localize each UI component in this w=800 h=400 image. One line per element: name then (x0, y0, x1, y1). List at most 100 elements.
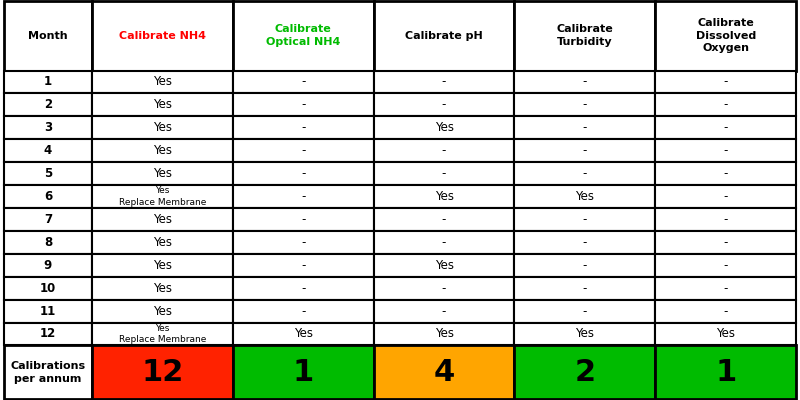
Text: 7: 7 (44, 213, 52, 226)
Bar (233, 346, 374, 399)
Text: -: - (301, 304, 306, 318)
Bar (514, 346, 655, 399)
Bar (514, 254, 655, 277)
Bar (655, 254, 796, 277)
Bar (4, 116, 92, 139)
Bar (92, 116, 233, 139)
Bar (655, 116, 796, 139)
Bar (374, 185, 514, 208)
Text: -: - (723, 304, 728, 318)
Text: -: - (582, 236, 587, 249)
Bar (374, 139, 514, 162)
Text: -: - (442, 98, 446, 111)
Bar (655, 185, 796, 208)
Text: -: - (301, 144, 306, 157)
Bar (514, 139, 655, 162)
Text: -: - (442, 213, 446, 226)
Bar (655, 346, 796, 399)
Text: 1: 1 (715, 358, 736, 387)
Bar (514, 116, 655, 139)
Bar (514, 185, 655, 208)
Bar (514, 322, 655, 346)
Text: -: - (582, 98, 587, 111)
Bar (514, 300, 655, 322)
Bar (374, 1, 514, 70)
Text: Yes: Yes (434, 328, 454, 340)
Text: -: - (582, 282, 587, 295)
Text: -: - (442, 167, 446, 180)
Text: 3: 3 (44, 121, 52, 134)
Bar (514, 1, 655, 70)
Text: Yes: Yes (153, 304, 172, 318)
Bar (374, 254, 514, 277)
Bar (92, 139, 233, 162)
Text: Yes: Yes (575, 328, 594, 340)
Bar (233, 1, 374, 70)
Text: -: - (301, 167, 306, 180)
Bar (374, 231, 514, 254)
Text: -: - (723, 98, 728, 111)
Bar (92, 322, 233, 346)
Bar (514, 94, 655, 116)
Text: 11: 11 (40, 304, 56, 318)
Text: -: - (723, 190, 728, 203)
Text: -: - (723, 76, 728, 88)
Text: -: - (442, 236, 446, 249)
Text: -: - (723, 167, 728, 180)
Bar (514, 277, 655, 300)
Bar (655, 70, 796, 94)
Text: -: - (582, 259, 587, 272)
Text: Yes
Replace Membrane: Yes Replace Membrane (118, 186, 206, 206)
Bar (4, 322, 92, 346)
Text: Month: Month (28, 31, 68, 41)
Text: Yes: Yes (153, 144, 172, 157)
Bar (233, 231, 374, 254)
Text: -: - (723, 236, 728, 249)
Bar (233, 208, 374, 231)
Bar (655, 231, 796, 254)
Bar (374, 277, 514, 300)
Bar (374, 70, 514, 94)
Bar (374, 116, 514, 139)
Text: 12: 12 (40, 328, 56, 340)
Text: -: - (301, 76, 306, 88)
Bar (233, 70, 374, 94)
Bar (374, 208, 514, 231)
Bar (233, 277, 374, 300)
Text: -: - (442, 76, 446, 88)
Bar (655, 208, 796, 231)
Bar (233, 94, 374, 116)
Bar (4, 254, 92, 277)
Text: -: - (723, 259, 728, 272)
Bar (92, 1, 233, 70)
Bar (655, 1, 796, 70)
Text: -: - (301, 121, 306, 134)
Bar (514, 231, 655, 254)
Text: Yes: Yes (153, 259, 172, 272)
Text: Yes: Yes (434, 259, 454, 272)
Text: -: - (723, 144, 728, 157)
Bar (4, 162, 92, 185)
Bar (4, 94, 92, 116)
Bar (92, 70, 233, 94)
Text: Yes: Yes (716, 328, 735, 340)
Bar (374, 94, 514, 116)
Text: -: - (582, 121, 587, 134)
Bar (655, 94, 796, 116)
Text: Yes: Yes (434, 121, 454, 134)
Text: -: - (582, 167, 587, 180)
Bar (655, 300, 796, 322)
Text: -: - (582, 144, 587, 157)
Bar (655, 139, 796, 162)
Bar (92, 208, 233, 231)
Text: Yes: Yes (153, 282, 172, 295)
Text: -: - (301, 282, 306, 295)
Text: Yes
Replace Membrane: Yes Replace Membrane (118, 324, 206, 344)
Text: -: - (301, 190, 306, 203)
Bar (233, 322, 374, 346)
Text: -: - (582, 213, 587, 226)
Text: 1: 1 (293, 358, 314, 387)
Bar (655, 322, 796, 346)
Bar (374, 162, 514, 185)
Text: Yes: Yes (153, 76, 172, 88)
